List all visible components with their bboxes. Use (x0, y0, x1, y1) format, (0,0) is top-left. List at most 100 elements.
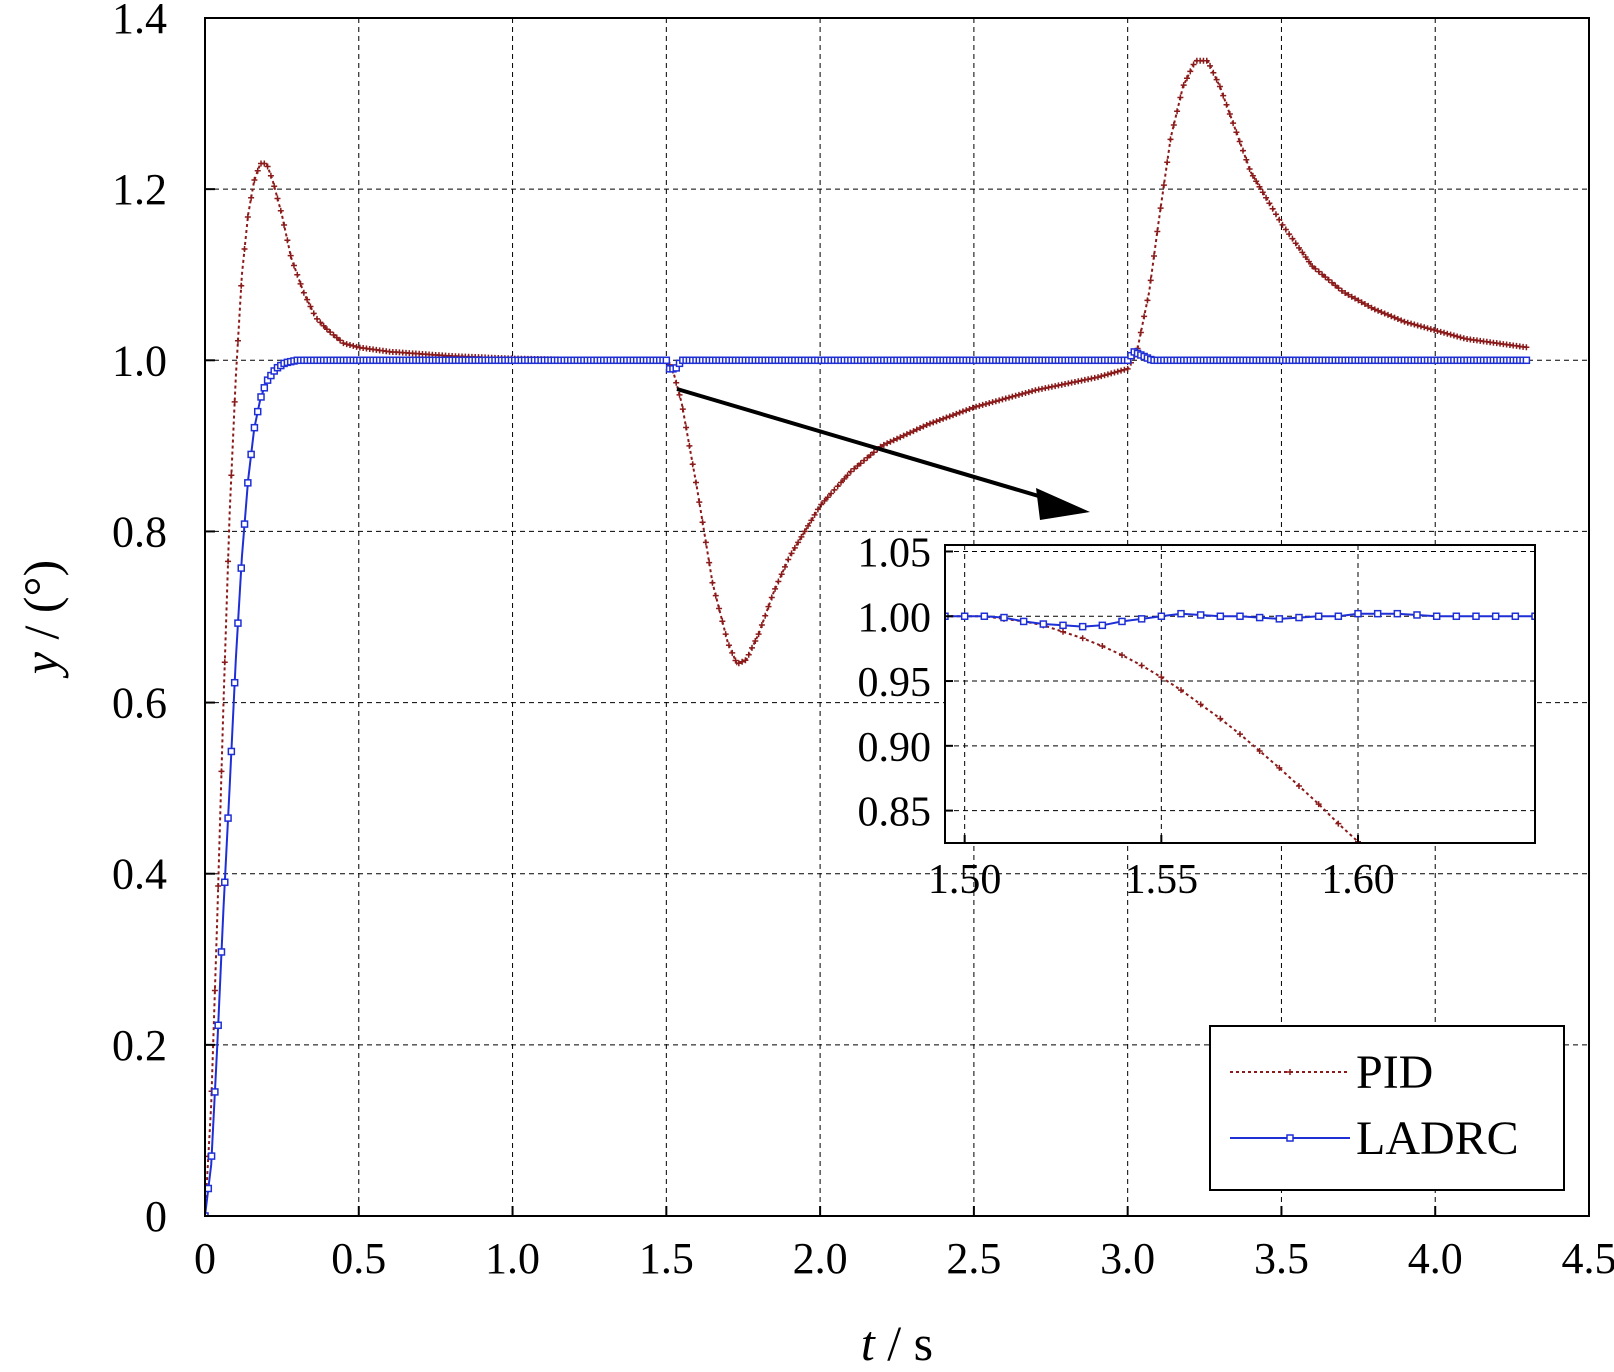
main-ladrc-point (238, 565, 244, 571)
main-pid-point (1138, 329, 1144, 335)
inset-ladrc-point (1296, 615, 1302, 621)
main-pid-point (1115, 369, 1121, 375)
main-pid-point (683, 425, 689, 431)
main-pid-point (996, 397, 1002, 403)
main-pid-point (713, 593, 719, 599)
main-pid-point (1105, 371, 1111, 377)
y-axis-title: y / (°) (13, 560, 69, 679)
main-pid-point (1177, 94, 1183, 100)
main-pid-point (1092, 375, 1098, 381)
main-pid-point (963, 407, 969, 413)
main-x-tick-label: 1.5 (639, 1234, 694, 1283)
main-pid-point (1296, 245, 1302, 251)
main-pid-point (831, 487, 837, 493)
main-pid-point (983, 401, 989, 407)
inset-ladrc-point (1355, 611, 1361, 617)
main-pid-point (225, 558, 231, 564)
main-pid-point (930, 419, 936, 425)
main-pid-point (1408, 321, 1414, 327)
inset-ladrc-point (1099, 622, 1105, 628)
main-pid-point (1293, 240, 1299, 246)
main-x-tick-label: 2.5 (946, 1234, 1001, 1283)
main-pid-point (782, 564, 788, 570)
main-x-tick-label: 0.5 (331, 1234, 386, 1283)
main-pid-point (1224, 102, 1230, 108)
x-axis-title: t / s (861, 1315, 933, 1367)
y-axis-unit: / (°) (13, 560, 69, 652)
main-pid-point (1220, 93, 1226, 99)
inset-ladrc-point (1434, 613, 1440, 619)
main-ladrc-point (222, 879, 228, 885)
main-pid-point (311, 310, 317, 316)
main-pid-point (937, 417, 943, 423)
main-pid-point (1174, 108, 1180, 114)
legend-label-ladrc: LADRC (1356, 1112, 1519, 1165)
main-pid-point (1151, 253, 1157, 259)
inset-x-tick-label: 1.55 (1125, 857, 1199, 903)
legend-label-pid: PID (1356, 1046, 1433, 1099)
main-pid-point (723, 631, 729, 637)
main-pid-point (1461, 335, 1467, 341)
main-pid-point (232, 399, 238, 405)
main-pid-point (772, 586, 778, 592)
main-pid-point (1451, 333, 1457, 339)
main-pid-point (673, 380, 679, 386)
main-pid-point (274, 196, 280, 202)
main-pid-point (1191, 61, 1197, 67)
main-pid-point (228, 472, 234, 478)
main-pid-point (1006, 395, 1012, 401)
main-pid-point (726, 642, 732, 648)
inset-ladrc-point (1021, 618, 1027, 624)
main-pid-point (1029, 388, 1035, 394)
main-pid-point (1448, 332, 1454, 338)
main-pid-point (940, 416, 946, 422)
main-pid-point (943, 415, 949, 421)
main-pid-point (700, 519, 706, 525)
main-pid-point (1425, 325, 1431, 331)
x-axis-unit: / s (875, 1315, 933, 1367)
main-pid-point (986, 400, 992, 406)
legend: PID LADRC (1210, 1026, 1564, 1190)
main-pid-point (1431, 327, 1437, 333)
main-pid-point (242, 246, 248, 252)
x-axis-var: t (861, 1315, 876, 1367)
main-pid-point (746, 652, 752, 658)
main-ladrc-point (1523, 357, 1529, 363)
inset-ladrc-point (1217, 613, 1223, 619)
main-pid-point (1095, 374, 1101, 380)
main-pid-point (212, 987, 218, 993)
main-pid-point (1415, 322, 1421, 328)
main-pid-point (976, 403, 982, 409)
main-ladrc-point (232, 680, 238, 686)
main-x-tick-label: 2.0 (793, 1234, 848, 1283)
main-pid-point (970, 405, 976, 411)
main-pid-point (1154, 229, 1160, 235)
main-pid-point (1016, 392, 1022, 398)
main-pid-point (1237, 138, 1243, 144)
main-pid-point (775, 579, 781, 585)
inset-ladrc-point (1257, 615, 1263, 621)
main-pid-point (288, 253, 294, 259)
main-pid-point (1454, 333, 1460, 339)
main-pid-point (1438, 329, 1444, 335)
inset-ladrc-point (1453, 613, 1459, 619)
main-ladrc-point (663, 357, 669, 363)
inset-ladrc-point (1178, 611, 1184, 617)
main-pid-point (215, 883, 221, 889)
main-pid-point (927, 421, 933, 427)
main-pid-point (1210, 70, 1216, 76)
main-pid-point (835, 483, 841, 489)
main-pid-point (729, 650, 735, 656)
main-pid-point (677, 392, 683, 398)
main-pid-point (980, 402, 986, 408)
main-pid-point (1098, 373, 1104, 379)
inset-ladrc-point (1158, 613, 1164, 619)
main-pid-point (1523, 344, 1529, 350)
main-y-tick-label: 0.4 (112, 850, 167, 899)
main-pid-point (1421, 324, 1427, 330)
main-pid-point (934, 418, 940, 424)
main-x-tick-label: 3.5 (1254, 1234, 1309, 1283)
main-pid-point (709, 580, 715, 586)
main-pid-point (314, 316, 320, 322)
main-pid-point (238, 283, 244, 289)
